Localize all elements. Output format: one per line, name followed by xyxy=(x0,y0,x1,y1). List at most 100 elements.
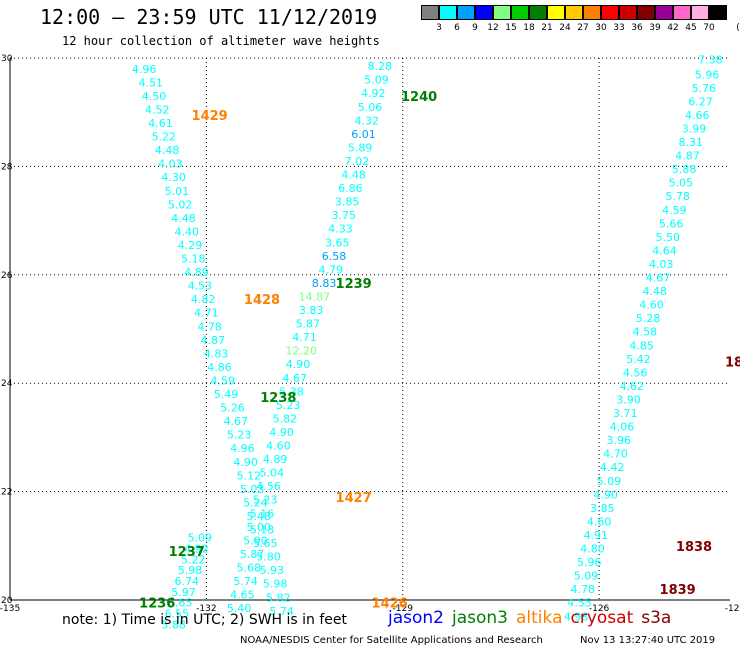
colorbar-swatch xyxy=(583,5,601,20)
colorbar-label: 24 xyxy=(559,23,571,33)
wave-height-value: 5.65 xyxy=(253,537,278,550)
wave-height-value: 5.23 xyxy=(253,494,278,507)
wave-height-value: 4.52 xyxy=(145,103,170,116)
wave-height-value: 4.67 xyxy=(224,415,249,428)
colorbar-label: 3 xyxy=(436,23,442,33)
wave-height-value: 4.92 xyxy=(184,543,209,556)
wave-height-value: 5.09 xyxy=(574,570,599,583)
wave-height-value: 5.87 xyxy=(296,318,321,331)
wave-height-value: 5.05 xyxy=(669,177,694,190)
wave-height-value: 6.27 xyxy=(688,95,713,108)
wave-height-value: 4.87 xyxy=(675,150,700,163)
wave-height-value: 4.48 xyxy=(642,285,667,298)
wave-height-value: 5.82 xyxy=(273,412,298,425)
pass-time-label: 1428 xyxy=(244,293,280,308)
colorbar-swatch xyxy=(547,5,565,20)
wave-height-value: 5.03 xyxy=(240,483,265,496)
wave-height-value: 5.01 xyxy=(165,185,190,198)
wave-height-value: 5.78 xyxy=(665,190,690,203)
wave-height-value: 4.03 xyxy=(158,158,183,171)
colorbar-label: 9 xyxy=(472,23,478,33)
axis-ticks: -135-132-129-126-123-124302826242220 xyxy=(0,54,740,614)
satellite-legend: jason2 jason3 altika cryosat s3a xyxy=(388,608,679,628)
wave-height-value: 8.28 xyxy=(368,60,393,73)
colorbar-label: 27 xyxy=(577,23,589,33)
colorbar-label: 6 xyxy=(454,23,460,33)
wave-height-value: 4.51 xyxy=(138,76,163,89)
wave-height-value: 4.32 xyxy=(354,114,379,127)
colorbar-swatch xyxy=(529,5,547,20)
wave-height-value: 4.56 xyxy=(256,480,281,493)
wave-height-value: 5.88 xyxy=(161,618,186,631)
wave-height-value: 8.31 xyxy=(678,136,703,149)
wave-height-value: 4.33 xyxy=(328,223,353,236)
colorbar-swatch xyxy=(601,5,619,20)
colorbar-label: 70 xyxy=(703,23,715,33)
wave-height-value: 5.49 xyxy=(214,388,239,401)
wave-height-value: 4.96 xyxy=(230,442,255,455)
wave-height-value: 4.90 xyxy=(269,426,294,439)
wave-height-value: 4.60 xyxy=(639,299,664,312)
wave-height-value: 5.93 xyxy=(260,564,285,577)
wave-height-value: 5.12 xyxy=(237,469,262,482)
wave-height-value: 4.55 xyxy=(567,597,592,610)
wave-height-value: 5.23 xyxy=(227,429,252,442)
wave-height-value: 5.18 xyxy=(181,253,206,266)
pass-time-label: 1240 xyxy=(401,90,437,105)
wave-height-value: 3.85 xyxy=(335,196,360,209)
wave-height-value: 4.29 xyxy=(178,239,203,252)
wave-height-value: 3.85 xyxy=(590,502,615,515)
wave-height-value: 4.59 xyxy=(210,374,235,387)
lon-tick-label: -132 xyxy=(196,604,216,614)
wave-height-value: 4.56 xyxy=(623,366,648,379)
wave-height-value: 5.96 xyxy=(577,556,602,569)
wave-height-value: 4.85 xyxy=(629,339,654,352)
colorbar-label: 39 xyxy=(649,23,661,33)
pass-time-label: 1839 xyxy=(660,583,696,598)
colorbar-unit: (ft) xyxy=(736,23,740,33)
wave-height-value: 5.98 xyxy=(178,564,203,577)
wave-height-value: 5.87 xyxy=(240,548,265,561)
wave-height-value: 5.06 xyxy=(358,101,383,114)
pass-time-label: 1429 xyxy=(192,109,228,124)
wave-height-value: 4.96 xyxy=(132,63,157,76)
lat-tick-label: 22 xyxy=(1,488,12,498)
wave-height-value: 4.67 xyxy=(282,372,307,385)
wave-height-value: 4.80 xyxy=(580,543,605,556)
wave-height-value: 5.24 xyxy=(243,496,268,509)
wave-height-value: 4.62 xyxy=(620,380,645,393)
legend-s3a: s3a xyxy=(641,608,672,628)
wave-height-value: 4.66 xyxy=(685,109,710,122)
colorbar-swatch xyxy=(691,5,709,20)
footnote: note: 1) Time is in UTC; 2) SWH is in fe… xyxy=(62,612,348,628)
wave-height-value: 3.96 xyxy=(606,434,631,447)
wave-height-values: 4.964.514.504.524.615.224.484.034.305.01… xyxy=(132,54,723,632)
wave-height-value: 4.60 xyxy=(587,515,612,528)
wave-height-value: 4.48 xyxy=(171,212,196,225)
wave-height-value: 4.91 xyxy=(584,529,609,542)
wave-height-value: 5.28 xyxy=(636,312,661,325)
wave-height-value: 4.78 xyxy=(570,583,595,596)
wave-height-value: 5.38 xyxy=(279,385,304,398)
wave-height-value: 4.83 xyxy=(204,347,229,360)
wave-height-value: 4.82 xyxy=(191,293,216,306)
wave-height-value: 4.78 xyxy=(197,320,222,333)
wave-height-value: 6.55 xyxy=(165,608,190,621)
lon-tick-label: -129 xyxy=(393,604,414,614)
colorbar-label: 21 xyxy=(541,23,553,33)
wave-height-value: 5.90 xyxy=(243,534,268,547)
wave-height-value: 3.99 xyxy=(682,122,707,135)
wave-height-value: 5.76 xyxy=(692,82,717,95)
colorbar-swatch xyxy=(565,5,583,20)
colorbar-swatch xyxy=(421,5,439,20)
pass-time-labels: 1429124018361239142818371238142718381237… xyxy=(139,90,740,612)
wave-height-value: 3.75 xyxy=(332,209,357,222)
colorbar-swatch xyxy=(457,5,475,20)
wave-height-value: 5.48 xyxy=(246,510,271,523)
lat-tick-label: 30 xyxy=(1,54,13,64)
wave-height-value: 4.89 xyxy=(184,266,209,279)
wave-height-value: 4.50 xyxy=(142,90,167,103)
wave-height-value: 5.02 xyxy=(168,198,193,211)
wave-height-value: 7.38 xyxy=(698,54,723,67)
